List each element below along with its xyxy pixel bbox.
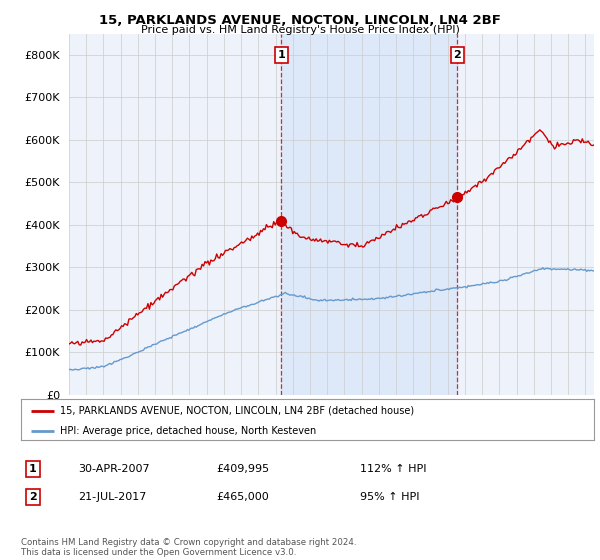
Text: 15, PARKLANDS AVENUE, NOCTON, LINCOLN, LN4 2BF (detached house): 15, PARKLANDS AVENUE, NOCTON, LINCOLN, L…: [60, 405, 414, 416]
Text: Price paid vs. HM Land Registry's House Price Index (HPI): Price paid vs. HM Land Registry's House …: [140, 25, 460, 35]
Text: 2: 2: [29, 492, 37, 502]
Text: 1: 1: [277, 50, 285, 60]
Text: 112% ↑ HPI: 112% ↑ HPI: [360, 464, 427, 474]
Text: HPI: Average price, detached house, North Kesteven: HPI: Average price, detached house, Nort…: [60, 426, 316, 436]
Text: 21-JUL-2017: 21-JUL-2017: [78, 492, 146, 502]
Bar: [281, 34, 457, 395]
Text: £465,000: £465,000: [216, 492, 269, 502]
Text: 1: 1: [29, 464, 37, 474]
Text: £409,995: £409,995: [216, 464, 269, 474]
Text: 2: 2: [453, 50, 461, 60]
Text: 15, PARKLANDS AVENUE, NOCTON, LINCOLN, LN4 2BF: 15, PARKLANDS AVENUE, NOCTON, LINCOLN, L…: [99, 14, 501, 27]
Text: 30-APR-2007: 30-APR-2007: [78, 464, 149, 474]
Text: 95% ↑ HPI: 95% ↑ HPI: [360, 492, 419, 502]
Text: Contains HM Land Registry data © Crown copyright and database right 2024.
This d: Contains HM Land Registry data © Crown c…: [21, 538, 356, 557]
